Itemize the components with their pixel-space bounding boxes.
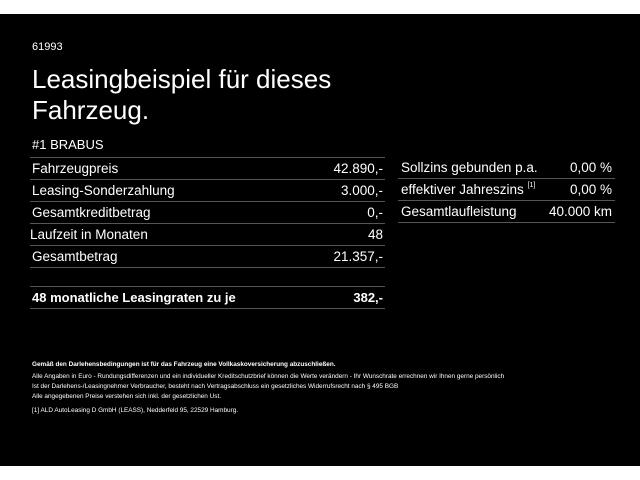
row-label: Gesamtlaufleistung	[401, 204, 517, 219]
row-value: 48	[367, 227, 383, 242]
footnote-marker: [1]	[527, 182, 536, 189]
row-label: effektiver Jahreszins [1]	[401, 182, 536, 197]
table-row: effektiver Jahreszins [1] 0,00 %	[398, 179, 615, 201]
row-value: 0,-	[367, 205, 383, 220]
row-value: 21.357,-	[333, 249, 383, 264]
row-value: 0,00 %	[569, 160, 612, 175]
row-label: Fahrzeugpreis	[32, 161, 119, 176]
table-row: Gesamtbetrag 21.357,-	[30, 246, 385, 268]
row-label: Sollzins gebunden p.a.	[401, 160, 538, 175]
disclaimer-line: Alle angegebenen Preise verstehen sich i…	[32, 393, 221, 400]
row-label: Laufzeit in Monaten	[30, 227, 148, 242]
row-value: 42.890,-	[333, 161, 383, 176]
leasing-table-right: Sollzins gebunden p.a. 0,00 % effektiver …	[398, 157, 615, 223]
row-value: 40.000 km	[548, 204, 612, 219]
table-row: Leasing-Sonderzahlung 3.000,-	[30, 180, 385, 202]
row-label: Leasing-Sonderzahlung	[32, 183, 175, 198]
row-value: 0,00 %	[569, 182, 612, 197]
model-name: #1 BRABUS	[32, 137, 104, 152]
disclaimer-line: Alle Angaben in Euro - Rundungsdifferenz…	[32, 373, 505, 380]
footnote: [1] ALD AutoLeasing D GmbH (LEASS), Nedd…	[32, 407, 239, 414]
leasing-panel: 61993 Leasingbeispiel für dieses Fahrzeu…	[0, 14, 640, 466]
row-label: 48 monatliche Leasingraten zu je	[32, 290, 236, 305]
table-row: 48 monatliche Leasingraten zu je 382,-	[30, 287, 385, 309]
disclaimer-line: Ist der Darlehens-/Leasingnehmer Verbrau…	[32, 383, 399, 390]
row-label: Gesamtkreditbetrag	[32, 205, 151, 220]
row-value: 3.000,-	[340, 183, 383, 198]
fine-print: Gemäß den Darlehensbedingungen ist für d…	[32, 360, 622, 416]
table-row: Laufzeit in Monaten 48	[30, 224, 385, 246]
table-row: Sollzins gebunden p.a. 0,00 %	[398, 157, 615, 179]
leasing-table-left: Fahrzeugpreis 42.890,- Leasing-Sonderzahl…	[30, 157, 385, 268]
table-row: Gesamtlaufleistung 40.000 km	[398, 201, 615, 223]
insurance-notice: Gemäß den Darlehensbedingungen ist für d…	[32, 361, 336, 368]
row-value: 382,-	[353, 290, 383, 305]
row-label: Gesamtbetrag	[32, 249, 118, 264]
page-title: Leasingbeispiel für dieses Fahrzeug.	[32, 64, 332, 125]
monthly-rate: 48 monatliche Leasingraten zu je 382,-	[30, 286, 385, 309]
table-row: Fahrzeugpreis 42.890,-	[30, 158, 385, 180]
table-row: Gesamtkreditbetrag 0,-	[30, 202, 385, 224]
vehicle-code: 61993	[32, 41, 63, 53]
